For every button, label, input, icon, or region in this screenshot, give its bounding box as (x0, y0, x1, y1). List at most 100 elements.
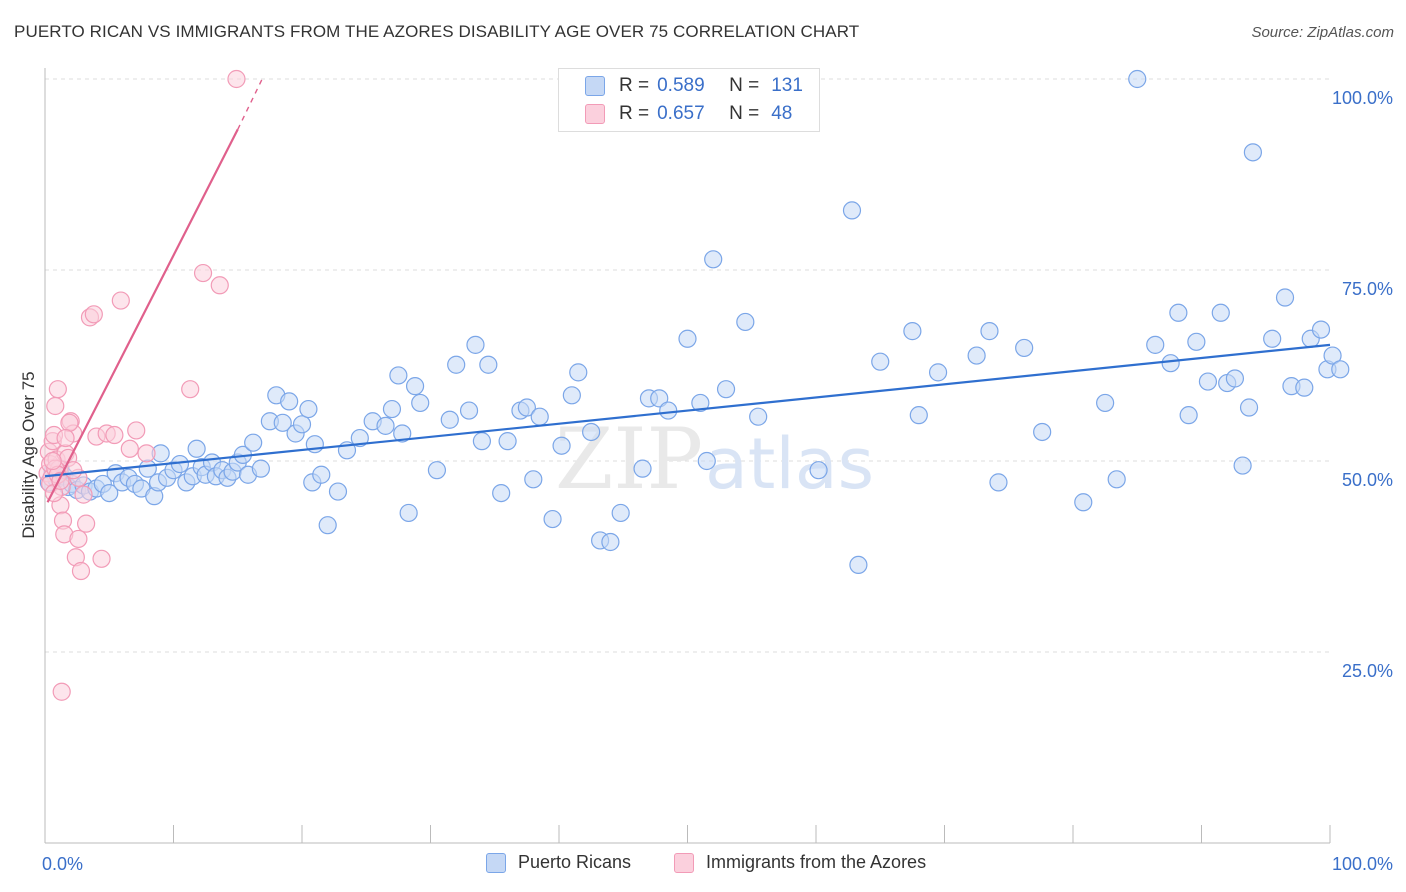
y-axis-label: Disability Age Over 75 (19, 371, 38, 538)
watermark-zip: ZIP (555, 410, 703, 508)
data-points (38, 69, 1350, 701)
puerto-rican-point (399, 503, 418, 523)
puerto-rican-point (472, 432, 491, 451)
legend-swatch-azores (585, 104, 605, 124)
puerto-rican-point (273, 413, 292, 432)
puerto-rican-point (350, 428, 369, 448)
puerto-rican-point (849, 555, 868, 575)
y-tick-label: 50.0% (1342, 470, 1393, 490)
azores-point (84, 305, 103, 324)
bottom-legend-swatch-puerto-ricans (486, 852, 506, 873)
puerto-rican-point (1198, 372, 1218, 391)
puerto-rican-point (312, 465, 331, 484)
puerto-rican-point (1179, 406, 1198, 425)
azores-point (46, 396, 65, 416)
puerto-rican-point (611, 503, 630, 523)
legend-n-value: 48 (771, 103, 793, 124)
puerto-rican-point (552, 436, 571, 455)
puerto-rican-point (1243, 143, 1263, 162)
puerto-rican-point (440, 410, 459, 429)
puerto-rican-point (842, 201, 862, 220)
puerto-rican-point (1331, 360, 1350, 379)
source-credit: Source: ZipAtlas.com (1251, 24, 1394, 41)
puerto-rican-point (251, 459, 270, 478)
x-tick-label: 0.0% (42, 854, 83, 874)
y-tick-label: 25.0% (1342, 661, 1393, 681)
legend-n-label: N = (729, 75, 760, 96)
watermark-atlas: atlas (705, 423, 874, 505)
puerto-rican-point (569, 363, 588, 382)
puerto-rican-point (517, 398, 536, 417)
tick-labels: 25.0% 50.0% 75.0% 100.0% 0.0% 100.0% (42, 88, 1393, 874)
puerto-rican-point (716, 380, 736, 399)
puerto-rican-point (1225, 369, 1245, 388)
azores-point (120, 439, 139, 458)
azores-point (210, 276, 229, 295)
azores-point (127, 421, 146, 440)
chart-title: PUERTO RICAN VS IMMIGRANTS FROM THE AZOR… (14, 22, 860, 41)
puerto-rican-point (479, 355, 498, 374)
puerto-rican-point (1295, 378, 1314, 397)
puerto-rican-point (1074, 493, 1093, 512)
puerto-rican-point (736, 312, 755, 332)
puerto-rican-point (1015, 338, 1034, 358)
puerto-rican-point (427, 461, 447, 480)
puerto-rican-point (459, 401, 479, 420)
puerto-rican-point (1233, 456, 1252, 475)
puerto-rican-point (466, 335, 485, 354)
azores-point (69, 529, 88, 549)
bottom-legend-label: Immigrants from the Azores (706, 852, 927, 872)
puerto-rican-point (292, 415, 312, 434)
puerto-rican-point (405, 377, 425, 396)
puerto-rican-point (691, 393, 710, 413)
puerto-rican-point (1128, 69, 1147, 89)
puerto-rican-point (749, 407, 768, 426)
azores-point (111, 291, 130, 310)
puerto-rican-point (543, 509, 562, 529)
puerto-rican-point (871, 352, 890, 371)
azores-point (137, 444, 156, 463)
puerto-rican-point (967, 346, 986, 365)
puerto-rican-point (909, 406, 928, 425)
azores-point (52, 682, 71, 701)
azores-point (43, 451, 62, 471)
legend-swatch-puerto-ricans (585, 76, 605, 96)
puerto-rican-point (280, 392, 299, 411)
puerto-rican-point (989, 473, 1008, 492)
puerto-rican-point (678, 329, 697, 348)
azores-point (105, 425, 124, 445)
puerto-rican-point (1161, 354, 1180, 373)
y-tick-label: 100.0% (1332, 88, 1393, 108)
puerto-rican-point (1211, 303, 1230, 322)
puerto-rican-point (1263, 329, 1282, 348)
trend-lines (44, 78, 1331, 503)
legend-r-value: 0.589 (657, 75, 705, 96)
puerto-rican-point (601, 532, 620, 552)
bottom-legend-azores: Immigrants from the Azores (674, 852, 926, 873)
puerto-rican-point (318, 516, 337, 535)
azores-point (74, 485, 93, 504)
watermark: ZIP atlas (555, 410, 874, 508)
puerto-rican-point (1311, 320, 1331, 339)
puerto-rican-point (809, 461, 828, 480)
puerto-rican-point (244, 433, 263, 452)
puerto-rican-point (1096, 393, 1115, 413)
legend-n-value: 131 (771, 75, 803, 96)
puerto-rican-point (382, 399, 402, 419)
bottom-legend-puerto-ricans: Puerto Ricans (486, 852, 631, 873)
azores-point (193, 263, 213, 283)
puerto-rican-trend-line (44, 343, 1331, 478)
puerto-rican-point (447, 355, 466, 374)
puerto-rican-point (1239, 398, 1259, 417)
puerto-rican-point (562, 386, 581, 405)
puerto-rican-point (530, 407, 549, 426)
azores-trend-line (46, 128, 239, 503)
puerto-rican-point (376, 416, 395, 435)
puerto-rican-point (498, 432, 517, 451)
puerto-rican-point (582, 422, 601, 442)
y-tick-label: 75.0% (1342, 279, 1393, 299)
legend-r-value: 0.657 (657, 103, 705, 124)
puerto-rican-point (704, 250, 723, 269)
bottom-legend-label: Puerto Ricans (518, 852, 632, 872)
